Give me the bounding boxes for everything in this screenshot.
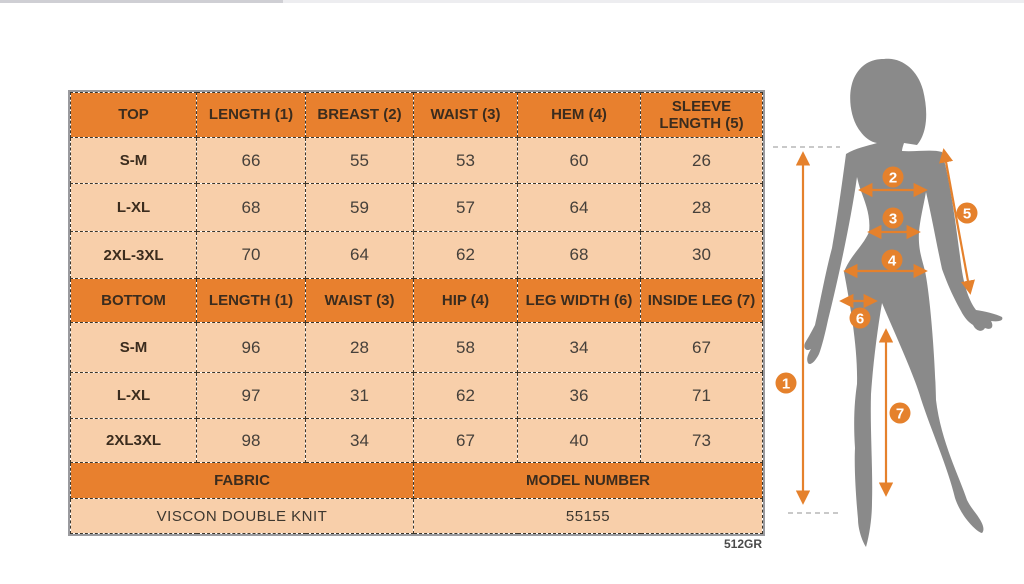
col-header-length: LENGTH (1) bbox=[196, 278, 306, 323]
size-label: L-XL bbox=[70, 372, 197, 419]
table-row: 2XL-3XL 70 64 62 68 30 bbox=[70, 231, 763, 279]
col-header-top: TOP bbox=[70, 92, 197, 138]
cell-value: 30 bbox=[640, 231, 763, 279]
col-header-length: LENGTH (1) bbox=[196, 92, 306, 138]
size-label: 2XL-3XL bbox=[70, 231, 197, 279]
cell-value: 28 bbox=[305, 322, 414, 373]
measurement-figure: 1 2 3 4 5 6 7 bbox=[773, 58, 1003, 547]
marker-3-badge: 3 bbox=[882, 207, 904, 229]
cell-value: 64 bbox=[517, 183, 641, 232]
marker-4-badge: 4 bbox=[881, 249, 903, 271]
marker-circle bbox=[882, 166, 904, 188]
cell-value: 40 bbox=[517, 418, 641, 463]
cell-value: 28 bbox=[640, 183, 763, 232]
marker-1-badge: 1 bbox=[775, 372, 797, 394]
fabric-value-row: VISCON DOUBLE KNIT 55155 bbox=[70, 498, 763, 534]
col-header-waist: WAIST (3) bbox=[413, 92, 518, 138]
cell-value: 57 bbox=[413, 183, 518, 232]
fabric-header-row: FABRIC MODEL NUMBER bbox=[70, 462, 763, 499]
marker-circle bbox=[881, 249, 903, 271]
model-number-value: 55155 bbox=[413, 498, 763, 534]
cell-value: 55 bbox=[305, 137, 414, 184]
cell-value: 98 bbox=[196, 418, 306, 463]
marker-number: 3 bbox=[889, 211, 897, 228]
marker-circle bbox=[775, 372, 797, 394]
marker-number: 6 bbox=[856, 311, 864, 328]
cell-value: 64 bbox=[305, 231, 414, 279]
cell-value: 70 bbox=[196, 231, 306, 279]
cell-value: 53 bbox=[413, 137, 518, 184]
size-table: TOP LENGTH (1) BREAST (2) WAIST (3) HEM … bbox=[68, 90, 765, 536]
col-header-inside-leg: INSIDE LEG (7) bbox=[640, 278, 763, 323]
size-label: 2XL3XL bbox=[70, 418, 197, 463]
cell-value: 66 bbox=[196, 137, 306, 184]
top-scrollbar-track bbox=[0, 0, 1024, 3]
marker-6-badge: 6 bbox=[849, 307, 871, 329]
size-label: L-XL bbox=[70, 183, 197, 232]
cell-value: 62 bbox=[413, 372, 518, 419]
cell-value: 68 bbox=[196, 183, 306, 232]
bottom-header-row: BOTTOM LENGTH (1) WAIST (3) HIP (4) LEG … bbox=[70, 278, 763, 323]
cell-value: 62 bbox=[413, 231, 518, 279]
table-row: S-M 66 55 53 60 26 bbox=[70, 137, 763, 184]
col-header-hip: HIP (4) bbox=[413, 278, 518, 323]
cell-value: 73 bbox=[640, 418, 763, 463]
cell-value: 34 bbox=[517, 322, 641, 373]
marker-7-badge: 7 bbox=[889, 402, 911, 424]
sleeve-length-arrow bbox=[939, 148, 975, 295]
col-header-leg-width: LEG WIDTH (6) bbox=[517, 278, 641, 323]
top-scrollbar-thumb[interactable] bbox=[0, 0, 283, 3]
table-row: L-XL 68 59 57 64 28 bbox=[70, 183, 763, 232]
col-header-model-number: MODEL NUMBER bbox=[413, 462, 763, 499]
cell-value: 67 bbox=[413, 418, 518, 463]
cell-value: 58 bbox=[413, 322, 518, 373]
marker-circle bbox=[956, 202, 978, 224]
col-header-breast: BREAST (2) bbox=[305, 92, 414, 138]
col-header-waist: WAIST (3) bbox=[305, 278, 414, 323]
style-code: 512GR bbox=[723, 537, 762, 551]
table-row: 2XL3XL 98 34 67 40 73 bbox=[70, 418, 763, 463]
cell-value: 31 bbox=[305, 372, 414, 419]
cell-value: 59 bbox=[305, 183, 414, 232]
cell-value: 26 bbox=[640, 137, 763, 184]
marker-circle bbox=[849, 307, 871, 329]
col-header-bottom: BOTTOM bbox=[70, 278, 197, 323]
cell-value: 71 bbox=[640, 372, 763, 419]
cell-value: 68 bbox=[517, 231, 641, 279]
marker-number: 5 bbox=[963, 206, 971, 223]
size-label: S-M bbox=[70, 322, 197, 373]
fabric-value: VISCON DOUBLE KNIT bbox=[70, 498, 414, 534]
marker-number: 1 bbox=[782, 376, 790, 393]
cell-value: 96 bbox=[196, 322, 306, 373]
col-header-hem: HEM (4) bbox=[517, 92, 641, 138]
cell-value: 67 bbox=[640, 322, 763, 373]
marker-number: 7 bbox=[896, 406, 904, 423]
cell-value: 36 bbox=[517, 372, 641, 419]
table-row: S-M 96 28 58 34 67 bbox=[70, 322, 763, 373]
cell-value: 34 bbox=[305, 418, 414, 463]
female-figure-silhouette bbox=[804, 58, 1003, 547]
marker-circle bbox=[882, 207, 904, 229]
col-header-fabric: FABRIC bbox=[70, 462, 414, 499]
marker-number: 4 bbox=[888, 253, 897, 270]
marker-2-badge: 2 bbox=[882, 166, 904, 188]
marker-5-badge: 5 bbox=[956, 202, 978, 224]
col-header-sleeve-length: SLEEVE LENGTH (5) bbox=[640, 92, 763, 138]
cell-value: 97 bbox=[196, 372, 306, 419]
table-row: L-XL 97 31 62 36 71 bbox=[70, 372, 763, 419]
top-header-row: TOP LENGTH (1) BREAST (2) WAIST (3) HEM … bbox=[70, 92, 763, 138]
cell-value: 60 bbox=[517, 137, 641, 184]
size-label: S-M bbox=[70, 137, 197, 184]
marker-circle bbox=[889, 402, 911, 424]
marker-number: 2 bbox=[889, 170, 897, 187]
